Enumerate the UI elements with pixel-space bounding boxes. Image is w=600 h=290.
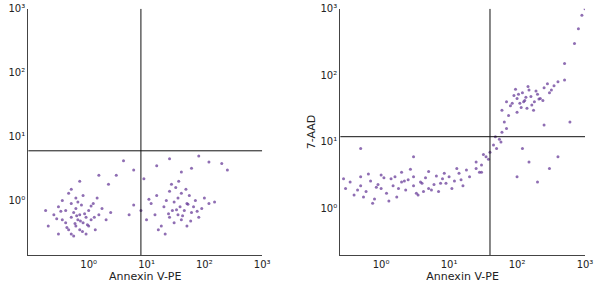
svg-text:10¹: 10¹ xyxy=(320,136,337,147)
svg-text:10⁰: 10⁰ xyxy=(373,259,390,270)
svg-text:10¹: 10¹ xyxy=(138,259,155,270)
svg-text:10²: 10² xyxy=(8,67,25,78)
svg-text:10³: 10³ xyxy=(254,259,271,270)
svg-text:10²: 10² xyxy=(196,259,213,270)
svg-text:10²: 10² xyxy=(509,259,526,270)
svg-text:10⁰: 10⁰ xyxy=(80,259,97,270)
svg-text:10⁰: 10⁰ xyxy=(320,203,337,214)
svg-text:7-AAD: 7-AAD xyxy=(305,115,318,150)
svg-text:Annexin V-PE: Annexin V-PE xyxy=(109,270,182,283)
svg-text:10³: 10³ xyxy=(577,259,594,270)
svg-text:10¹: 10¹ xyxy=(8,131,25,142)
svg-text:10¹: 10¹ xyxy=(441,259,458,270)
svg-text:10³: 10³ xyxy=(8,3,25,14)
svg-text:10²: 10² xyxy=(320,70,337,81)
svg-text:10³: 10³ xyxy=(320,3,337,14)
svg-text:10⁰: 10⁰ xyxy=(8,195,25,206)
svg-text:Annexin V-PE: Annexin V-PE xyxy=(426,270,499,283)
